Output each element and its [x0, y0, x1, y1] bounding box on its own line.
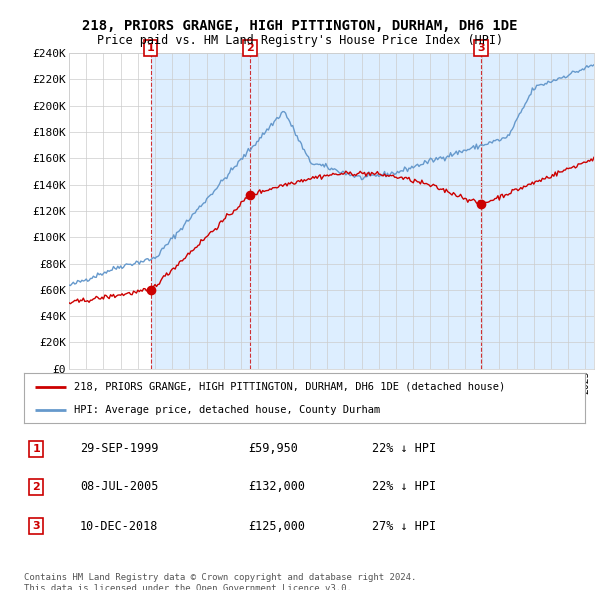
- Text: Contains HM Land Registry data © Crown copyright and database right 2024.: Contains HM Land Registry data © Crown c…: [24, 573, 416, 582]
- Text: 3: 3: [32, 521, 40, 531]
- Text: 1: 1: [32, 444, 40, 454]
- Bar: [250, 53, 481, 369]
- Text: This data is licensed under the Open Government Licence v3.0.: This data is licensed under the Open Gov…: [24, 584, 352, 590]
- Text: 2: 2: [246, 43, 254, 53]
- Text: £132,000: £132,000: [248, 480, 305, 493]
- Bar: [151, 53, 250, 369]
- Text: Price paid vs. HM Land Registry's House Price Index (HPI): Price paid vs. HM Land Registry's House …: [97, 34, 503, 47]
- Text: 22% ↓ HPI: 22% ↓ HPI: [372, 442, 436, 455]
- Text: 218, PRIORS GRANGE, HIGH PITTINGTON, DURHAM, DH6 1DE (detached house): 218, PRIORS GRANGE, HIGH PITTINGTON, DUR…: [74, 382, 506, 392]
- Text: £59,950: £59,950: [248, 442, 298, 455]
- Text: HPI: Average price, detached house, County Durham: HPI: Average price, detached house, Coun…: [74, 405, 381, 415]
- Bar: [481, 53, 594, 369]
- Text: 29-SEP-1999: 29-SEP-1999: [80, 442, 158, 455]
- Text: 08-JUL-2005: 08-JUL-2005: [80, 480, 158, 493]
- Text: 2: 2: [32, 482, 40, 492]
- Text: 10-DEC-2018: 10-DEC-2018: [80, 520, 158, 533]
- Text: 1: 1: [147, 43, 155, 53]
- Text: 22% ↓ HPI: 22% ↓ HPI: [372, 480, 436, 493]
- Text: 3: 3: [477, 43, 485, 53]
- Text: 27% ↓ HPI: 27% ↓ HPI: [372, 520, 436, 533]
- Text: 218, PRIORS GRANGE, HIGH PITTINGTON, DURHAM, DH6 1DE: 218, PRIORS GRANGE, HIGH PITTINGTON, DUR…: [82, 19, 518, 33]
- Text: £125,000: £125,000: [248, 520, 305, 533]
